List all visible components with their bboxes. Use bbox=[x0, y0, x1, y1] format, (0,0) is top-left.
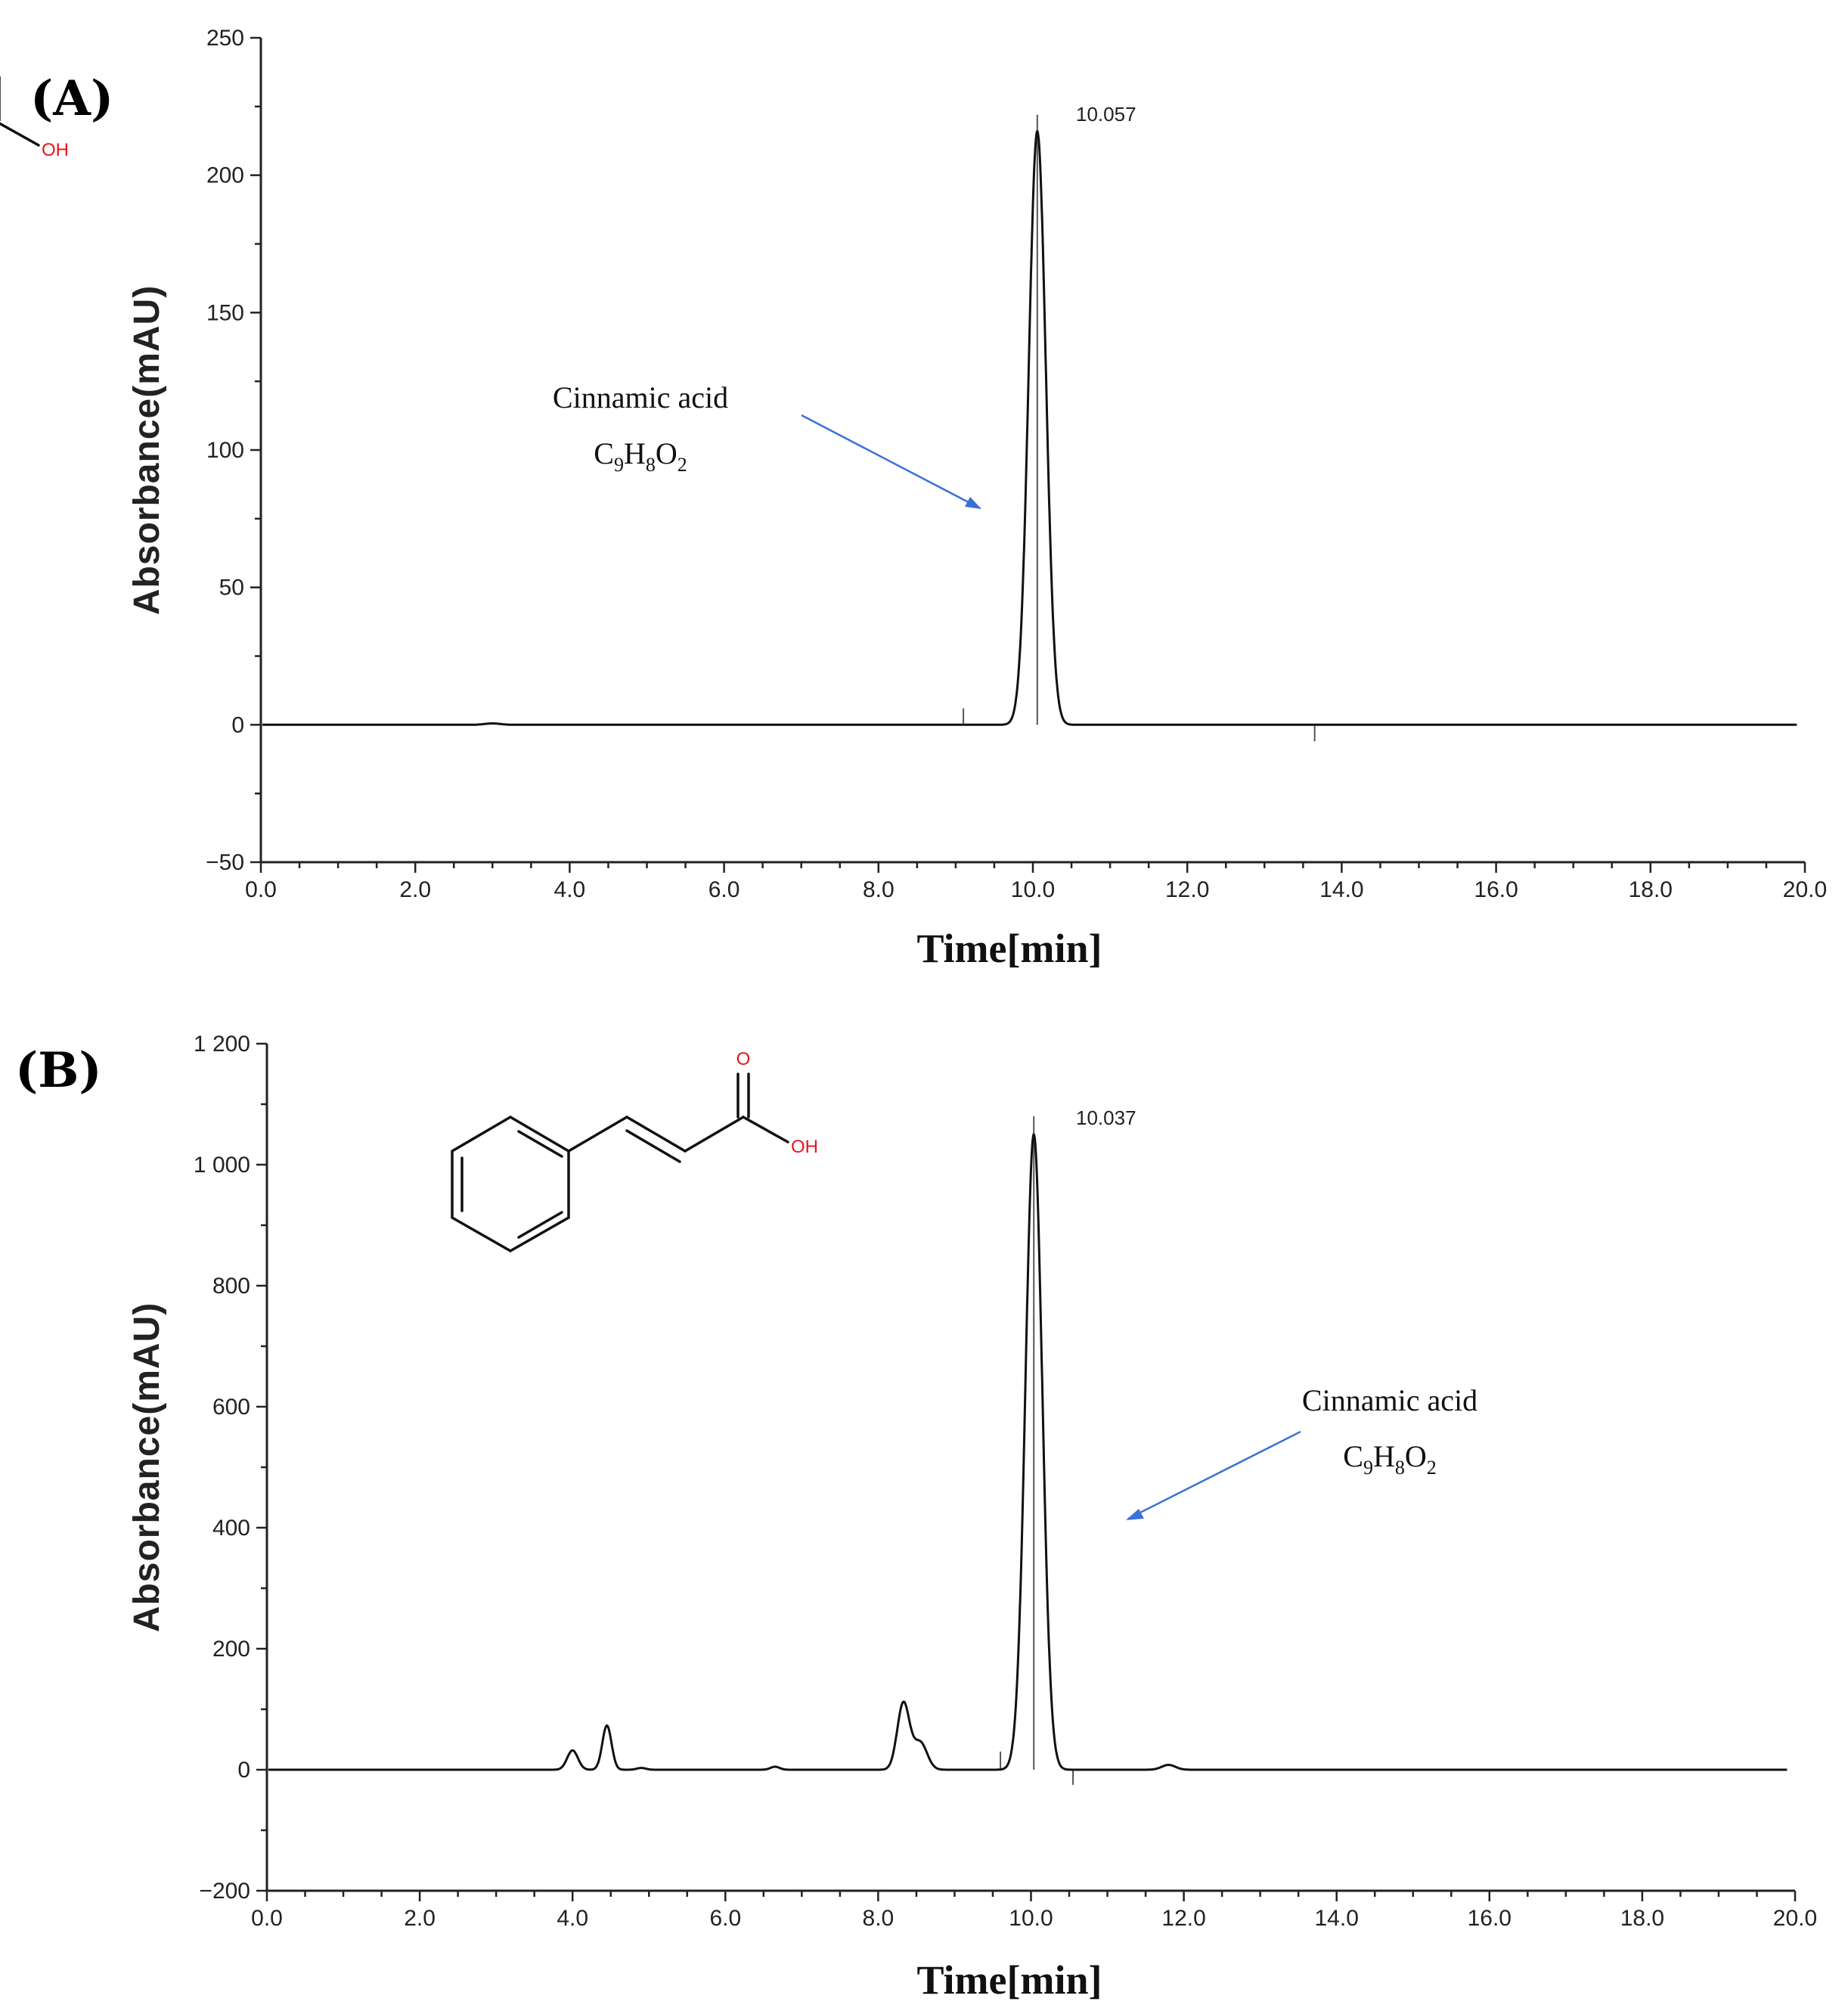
panel-b-arrowhead bbox=[1126, 1509, 1144, 1520]
y-tick-label: 600 bbox=[212, 1395, 250, 1420]
panel-b-atom-o: O bbox=[736, 1049, 751, 1069]
y-tick-label: 200 bbox=[206, 163, 244, 188]
panel-b-alkene-double-bond bbox=[625, 1129, 681, 1163]
panel-b-ring-double-bond bbox=[517, 1211, 563, 1239]
panel-a-x-axis-title: Time[min] bbox=[917, 926, 1102, 971]
x-tick-label: 8.0 bbox=[863, 877, 895, 902]
x-tick-label: 0.0 bbox=[251, 1906, 283, 1931]
panel-b-bond bbox=[567, 1116, 628, 1153]
x-tick-label: 4.0 bbox=[557, 1906, 588, 1931]
panel-b-label: (B) bbox=[15, 1042, 102, 1099]
panel-a-integration-markers bbox=[963, 114, 1316, 742]
panel-b-ring-double-bond bbox=[517, 1130, 563, 1158]
panel-b-integration-markers bbox=[1000, 1116, 1074, 1785]
panel-a-x-axis-ticks: 0.0 2.0 4.0 6.0 8.0 10.0 12.0 14.0 16.0 18.0 20.0 bbox=[245, 862, 1827, 902]
panel-a-cinnamic-acid-structure: O OH bbox=[0, 52, 69, 160]
panel-b-cinnamic-acid-structure: O OH bbox=[451, 1049, 818, 1253]
panel-a-y-axis-ticks: −50 0 50 100 150 200 250 bbox=[206, 26, 261, 875]
panel-a-arrowhead bbox=[965, 497, 981, 509]
panel-b-chromatogram-trace bbox=[268, 1133, 1788, 1771]
panel-a-peak-label: 10.057 bbox=[1076, 103, 1136, 126]
panel-a-chromatogram-trace bbox=[262, 129, 1797, 726]
x-tick-label: 6.0 bbox=[709, 877, 740, 902]
panel-b-y-axis-ticks: −200 0 200 400 600 800 1 000 1 200 bbox=[194, 1032, 267, 1904]
y-tick-label: 250 bbox=[206, 26, 244, 51]
panel-a-atom-o: O bbox=[0, 52, 1, 73]
x-tick-label: 4.0 bbox=[554, 877, 586, 902]
y-tick-label: 0 bbox=[231, 712, 244, 737]
y-tick-label: 800 bbox=[212, 1274, 250, 1299]
y-tick-label: 200 bbox=[212, 1637, 250, 1662]
x-tick-label: 18.0 bbox=[1620, 1906, 1664, 1931]
x-tick-label: 16.0 bbox=[1474, 877, 1518, 902]
y-tick-label: 150 bbox=[206, 300, 244, 325]
panel-a-atom-oh: OH bbox=[42, 140, 69, 160]
y-tick-label: 50 bbox=[219, 576, 244, 601]
panel-b-benzene-ring bbox=[451, 1115, 570, 1253]
panel-a-compound-name: Cinnamic acid bbox=[553, 380, 728, 414]
y-tick-label: 100 bbox=[206, 438, 244, 463]
x-tick-label: 6.0 bbox=[709, 1906, 741, 1931]
panel-b-compound-name: Cinnamic acid bbox=[1302, 1383, 1477, 1417]
panel-b-bond bbox=[684, 1116, 745, 1153]
y-tick-label: −200 bbox=[199, 1879, 250, 1904]
panel-b-x-axis-title: Time[min] bbox=[917, 1957, 1102, 2003]
x-tick-label: 14.0 bbox=[1315, 1906, 1359, 1931]
panel-b-compound-formula: C9H8O2 bbox=[1343, 1439, 1436, 1479]
x-tick-label: 10.0 bbox=[1009, 1906, 1053, 1931]
x-tick-label: 20.0 bbox=[1773, 1906, 1817, 1931]
y-tick-label: 1 200 bbox=[194, 1032, 250, 1057]
panel-a-y-axis-title: Absorbance(mAU) bbox=[127, 285, 167, 615]
panel-b: (B) −200 0 200 400 600 800 1 000 1 200 0.0 2.0 4.… bbox=[15, 1032, 1817, 2003]
panel-b-arrow bbox=[1127, 1430, 1301, 1520]
x-tick-label: 10.0 bbox=[1011, 877, 1055, 902]
panel-b-peak-label: 10.037 bbox=[1076, 1106, 1136, 1129]
x-tick-label: 2.0 bbox=[399, 877, 431, 902]
x-tick-label: 18.0 bbox=[1629, 877, 1673, 902]
panel-a-arrow bbox=[801, 414, 981, 510]
x-tick-label: 8.0 bbox=[863, 1906, 895, 1931]
panel-a-label: (A) bbox=[30, 70, 113, 127]
panel-b-hydroxyl-bond bbox=[742, 1116, 789, 1144]
panel-b-alkene-bond bbox=[625, 1116, 687, 1153]
panel-b-x-axis-ticks: 0.0 2.0 4.0 6.0 8.0 10.0 12.0 14.0 16.0 18.0 20.0 bbox=[251, 1891, 1817, 1931]
x-tick-label: 2.0 bbox=[404, 1906, 436, 1931]
y-tick-label: 1 000 bbox=[194, 1153, 250, 1178]
x-tick-label: 20.0 bbox=[1783, 877, 1827, 902]
x-tick-label: 16.0 bbox=[1468, 1906, 1512, 1931]
y-tick-label: 0 bbox=[237, 1758, 250, 1783]
panel-a-hydroxyl-bond bbox=[0, 122, 40, 147]
panel-a-compound-formula: C9H8O2 bbox=[594, 436, 687, 476]
y-tick-label: −50 bbox=[206, 850, 244, 875]
x-tick-label: 0.0 bbox=[245, 877, 277, 902]
panel-a: (A) −50 0 50 100 150 200 250 0.0 2.0 4.0 6.0 8.0 10… bbox=[0, 26, 1827, 971]
x-tick-label: 14.0 bbox=[1319, 877, 1363, 902]
x-tick-label: 12.0 bbox=[1165, 877, 1209, 902]
x-tick-label: 12.0 bbox=[1161, 1906, 1205, 1931]
panel-b-atom-oh: OH bbox=[791, 1137, 818, 1157]
panel-b-y-axis-title: Absorbance(mAU) bbox=[127, 1302, 167, 1632]
y-tick-label: 400 bbox=[212, 1516, 250, 1541]
